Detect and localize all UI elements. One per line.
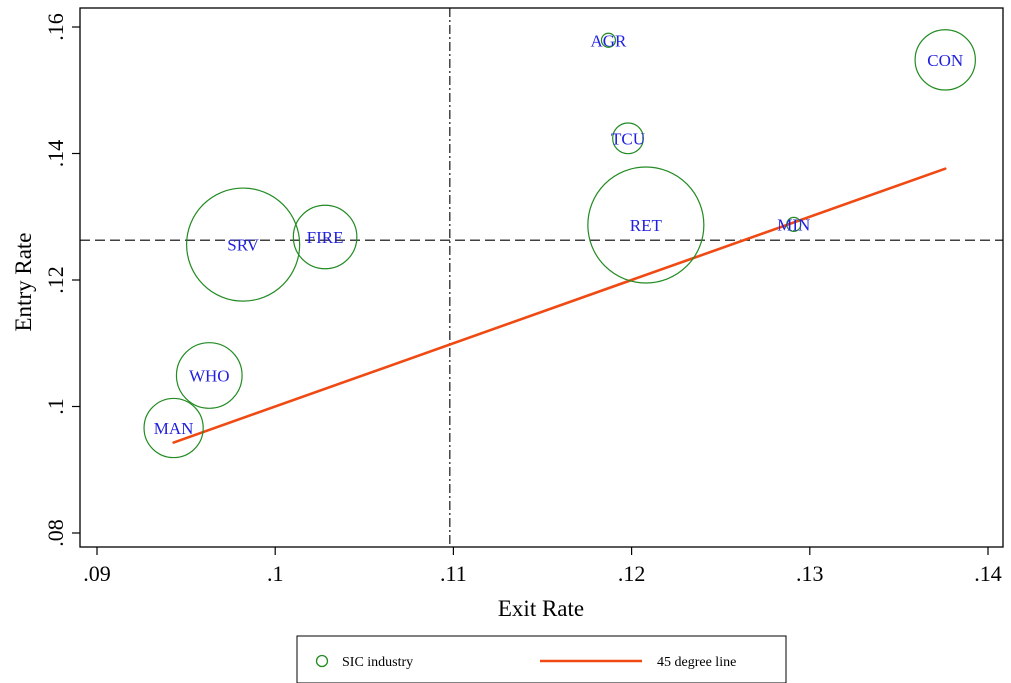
- bubble-con: [914, 29, 976, 91]
- bubble-fire: [292, 204, 358, 270]
- x-axis-label: Exit Rate: [498, 596, 584, 621]
- x-tick-label-3: .12: [618, 561, 646, 586]
- legend-marker-sic-industry: [315, 654, 329, 668]
- point-label-who: WHO: [189, 367, 230, 386]
- legend-box: [296, 635, 787, 683]
- degree-line: [172, 167, 947, 444]
- y-axis: .08 .1 .12 .14 .16: [43, 13, 80, 547]
- y-tick-label-3: .14: [43, 140, 68, 168]
- x-tick-label-1: .1: [267, 561, 284, 586]
- plot-frame: [79, 7, 1004, 548]
- bubble-min: [786, 216, 802, 232]
- y-tick-label-2: .12: [43, 266, 68, 294]
- y-axis-label: Entry Rate: [11, 233, 36, 332]
- point-label-srv: SRV: [227, 236, 259, 255]
- bubble-who: [175, 342, 243, 409]
- point-label-agr: AGR: [590, 31, 627, 50]
- y-tick-label-1: .1: [43, 398, 68, 415]
- bubble-agr: [600, 32, 617, 48]
- point-labels-layer: AGR CON TCU RET MIN SRV FIRE WHO MAN: [154, 31, 963, 438]
- legend-label-45-degree-line: 45 degree line: [657, 655, 736, 670]
- x-tick-label-2: .11: [440, 561, 467, 586]
- x-tick-label-4: .13: [796, 561, 824, 586]
- point-label-min: MIN: [777, 215, 810, 234]
- bubble-srv: [185, 187, 301, 302]
- y-tick-label-4: .16: [43, 13, 68, 41]
- y-tick-label-0: .08: [43, 519, 68, 547]
- point-label-ret: RET: [630, 216, 663, 235]
- point-label-tcu: TCU: [611, 129, 645, 148]
- x-axis: .09 .1 .11 .12 .13 .14: [83, 547, 1002, 586]
- point-label-fire: FIRE: [307, 228, 344, 247]
- legend-label-sic-industry: SIC industry: [342, 655, 413, 670]
- bubble-ret: [587, 166, 705, 284]
- x-tick-label-5: .14: [974, 561, 1002, 586]
- x-tick-label-0: .09: [83, 561, 111, 586]
- point-label-con: CON: [927, 51, 963, 70]
- bubble-tcu: [612, 122, 644, 155]
- markers-layer: [143, 29, 976, 459]
- point-label-man: MAN: [154, 419, 194, 438]
- degree-line-layer: [172, 167, 947, 444]
- legend: SIC industry 45 degree line: [296, 635, 787, 683]
- bubble-man: [143, 397, 204, 459]
- reference-lines: [80, 8, 1003, 547]
